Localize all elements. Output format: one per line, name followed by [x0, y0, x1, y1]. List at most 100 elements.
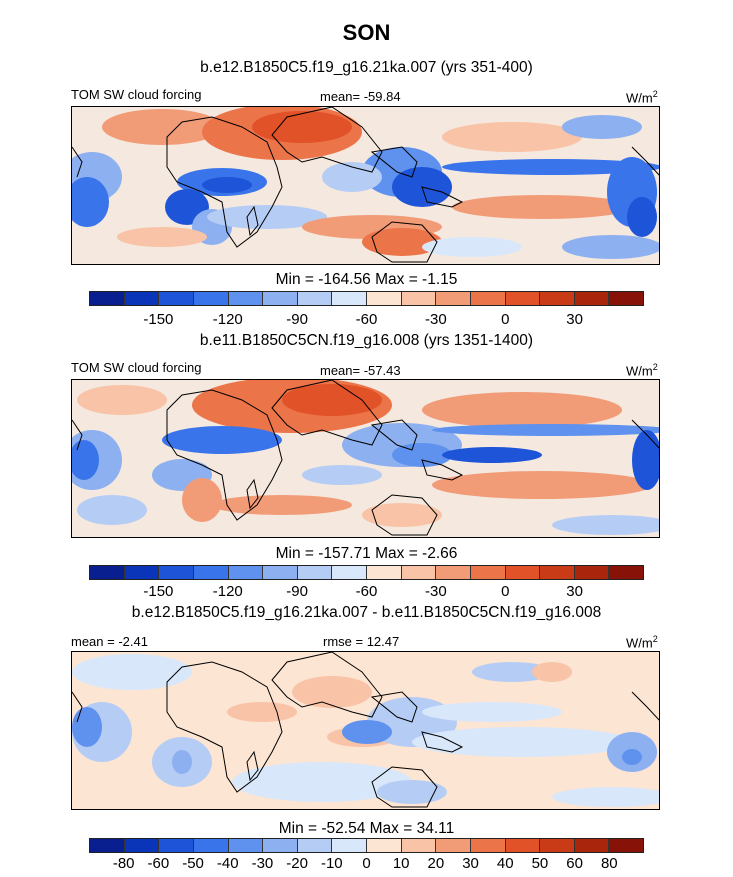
colorbar-tick-label: 0 — [362, 855, 371, 872]
colorbar-tick-label: 0 — [501, 583, 510, 600]
colorbar-tick-label: 0 — [501, 311, 510, 328]
panel2-coastlines — [72, 380, 659, 536]
colorbar-swatch — [332, 839, 367, 852]
colorbar-swatch — [367, 839, 402, 852]
colorbar-swatch — [159, 839, 194, 852]
colorbar-tick-label: 80 — [600, 855, 618, 872]
panel3-colorbar — [89, 838, 644, 853]
panel2-title: b.e11.B1850C5CN.f19_g16.008 (yrs 1351-14… — [199, 332, 534, 349]
colorbar-swatch — [609, 839, 643, 852]
colorbar-tick-label: -60 — [355, 583, 378, 600]
panel2-map — [71, 379, 660, 538]
colorbar-swatch — [470, 566, 506, 579]
colorbar-swatch — [90, 292, 125, 305]
colorbar-swatch — [263, 292, 298, 305]
colorbar-swatch — [367, 292, 402, 305]
colorbar-swatch — [159, 566, 194, 579]
colorbar-tick-label: -90 — [286, 583, 308, 600]
colorbar-swatch — [540, 292, 575, 305]
colorbar-swatch — [297, 566, 333, 579]
panel3-map-svg — [72, 652, 659, 809]
colorbar-swatch — [436, 292, 471, 305]
colorbar-tick-label: -60 — [355, 311, 378, 328]
colorbar-swatch — [505, 292, 541, 305]
panel1-left-label: TOM SW cloud forcing — [71, 87, 202, 102]
colorbar-swatch — [124, 839, 160, 852]
colorbar-tick-label: 40 — [496, 855, 514, 872]
panel2-units: W/m2 — [626, 362, 658, 379]
colorbar-tick-label: 10 — [392, 855, 410, 872]
panel1-field — [72, 107, 659, 259]
panel2-mean-label: mean= -57.43 — [320, 363, 401, 378]
panel2-minmax: Min = -157.71 Max = -2.66 — [275, 545, 458, 562]
panel3-map — [71, 651, 660, 810]
colorbar-tick-label: -150 — [143, 583, 174, 600]
colorbar-swatch — [470, 292, 506, 305]
colorbar-swatch — [193, 839, 229, 852]
panel1-units: W/m2 — [626, 89, 658, 106]
colorbar-swatch — [193, 292, 229, 305]
colorbar-swatch — [401, 292, 437, 305]
panel2-field — [72, 380, 659, 535]
colorbar-tick-label: 50 — [531, 855, 549, 872]
colorbar-swatch — [263, 839, 298, 852]
colorbar-tick-label: 30 — [566, 311, 583, 328]
colorbar-swatch — [90, 566, 125, 579]
panel3-minmax: Min = -52.54 Max = 34.11 — [278, 820, 455, 837]
colorbar-swatch — [540, 566, 575, 579]
colorbar-swatch — [436, 566, 471, 579]
panel2-colorbar-ticks: -150 -120 -90 -60 -30 0 30 — [89, 583, 644, 601]
panel1-colorbar-ticks: -150 -120 -90 -60 -30 0 30 — [89, 311, 644, 329]
colorbar-tick-label: -150 — [143, 311, 174, 328]
colorbar-swatch — [124, 292, 160, 305]
colorbar-tick-label: -90 — [286, 311, 308, 328]
colorbar-tick-label: -40 — [216, 855, 239, 872]
colorbar-tick-label: 30 — [462, 855, 479, 872]
panel1-mean-label: mean= -59.84 — [320, 89, 401, 104]
colorbar-swatch — [574, 292, 610, 305]
panel1-map — [71, 106, 660, 265]
panel3-mean-label: mean = -2.41 — [71, 634, 148, 649]
colorbar-swatch — [505, 566, 541, 579]
colorbar-swatch — [297, 839, 333, 852]
colorbar-swatch — [263, 566, 298, 579]
colorbar-swatch — [332, 292, 367, 305]
colorbar-tick-label: -50 — [182, 855, 204, 872]
colorbar-tick-label: -30 — [251, 855, 274, 872]
colorbar-tick-label: -30 — [425, 583, 447, 600]
colorbar-swatch — [470, 839, 506, 852]
panel1-coastlines — [72, 107, 659, 263]
panel2-left-label: TOM SW cloud forcing — [71, 360, 202, 375]
figure-title: SON — [342, 20, 391, 45]
colorbar-tick-label: -120 — [212, 311, 243, 328]
colorbar-tick-label: 20 — [427, 855, 445, 872]
colorbar-tick-label: 30 — [566, 583, 583, 600]
colorbar-swatch — [540, 839, 575, 852]
panel1-colorbar — [89, 291, 644, 306]
colorbar-swatch — [609, 292, 643, 305]
panel1-title: b.e12.B1850C5.f19_g16.21ka.007 (yrs 351-… — [200, 59, 533, 76]
colorbar-swatch — [228, 292, 264, 305]
colorbar-swatch — [90, 839, 125, 852]
colorbar-swatch — [574, 839, 610, 852]
colorbar-swatch — [332, 566, 367, 579]
colorbar-swatch — [124, 566, 160, 579]
colorbar-tick-label: -10 — [320, 855, 343, 872]
panel3-title: b.e12.B1850C5.f19_g16.21ka.007 - b.e11.B… — [131, 604, 602, 621]
panel3-rmse-label: rmse = 12.47 — [323, 634, 400, 649]
colorbar-swatch — [367, 566, 402, 579]
colorbar-swatch — [297, 292, 333, 305]
colorbar-swatch — [228, 566, 264, 579]
colorbar-swatch — [505, 839, 541, 852]
colorbar-tick-label: 60 — [566, 855, 583, 872]
colorbar-swatch — [228, 839, 264, 852]
panel3-colorbar-ticks: -80 -60 -50 -40 -30 -20 -10 0 10 20 30 40 50 60 80 — [89, 855, 644, 873]
colorbar-swatch — [436, 839, 471, 852]
panel3-coastlines — [72, 652, 659, 808]
colorbar-swatch — [401, 566, 437, 579]
colorbar-swatch — [609, 566, 643, 579]
panel2-colorbar — [89, 565, 644, 580]
colorbar-tick-label: -80 — [112, 855, 135, 872]
colorbar-swatch — [159, 292, 194, 305]
colorbar-swatch — [574, 566, 610, 579]
